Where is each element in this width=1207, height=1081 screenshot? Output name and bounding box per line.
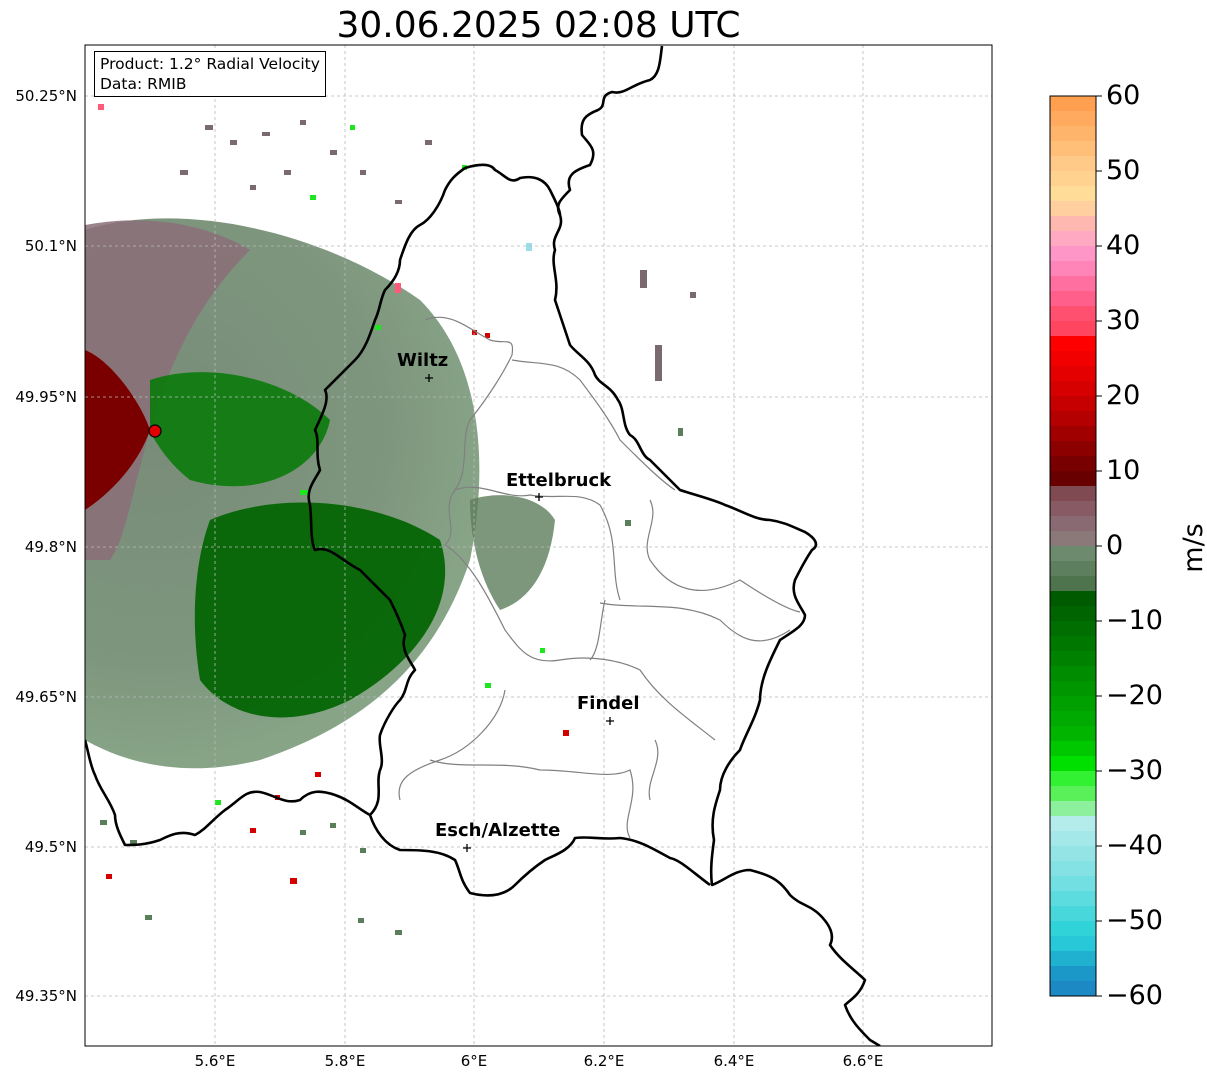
map-title: 30.06.2025 02:08 UTC: [336, 5, 741, 46]
lat-label: 49.65°N: [15, 688, 77, 706]
colorbar-tick-label: −20: [1106, 680, 1163, 711]
colorbar-tick-label: −40: [1106, 830, 1163, 861]
lat-label: 49.5°N: [24, 838, 77, 856]
info-box: Product: 1.2° Radial Velocity Data: RMIB: [94, 51, 326, 97]
graticule: [85, 45, 992, 1046]
colorbar-tick-label: 60: [1106, 80, 1141, 111]
colorbar-tick-label: 40: [1106, 230, 1141, 261]
colorbar: [1049, 95, 1102, 997]
colorbar-tick-label: 10: [1106, 455, 1141, 486]
city-markers: [425, 374, 614, 852]
ettelbruck-marker: [535, 493, 543, 501]
esch-alzette-marker: [463, 844, 471, 852]
city-label-wiltz: Wiltz: [397, 350, 449, 371]
wiltz-marker: [425, 374, 433, 382]
country-border: [85, 45, 881, 1046]
colorbar-tick-label: −30: [1106, 755, 1163, 786]
lon-label: 6.6°E: [842, 1052, 884, 1070]
canton-boundaries: [398, 316, 801, 839]
colorbar-unit-label: m/s: [1178, 523, 1207, 573]
colorbar-tick-label: 0: [1106, 530, 1124, 561]
city-label-ettelbruck: Ettelbruck: [506, 470, 612, 491]
lon-label: 6.2°E: [583, 1052, 625, 1070]
lat-label: 49.8°N: [24, 538, 77, 556]
colorbar-tick-label: −10: [1106, 605, 1163, 636]
lat-label: 50.1°N: [24, 237, 77, 255]
colorbar-tick-label: −50: [1106, 905, 1163, 936]
radar-site-marker: [148, 424, 162, 438]
colorbar-tick-label: 50: [1106, 155, 1141, 186]
colorbar-tick-label: −60: [1106, 980, 1163, 1011]
findel-marker: [606, 717, 614, 725]
product-label: Product: 1.2° Radial Velocity: [100, 55, 320, 73]
city-label-esch-alzette: Esch/Alzette: [435, 820, 561, 841]
lat-label: 49.35°N: [15, 987, 77, 1005]
radar-echo-layer: [85, 104, 696, 935]
map-frame: [84, 44, 993, 1047]
data-source-label: Data: RMIB: [100, 75, 187, 93]
lon-label: 5.8°E: [324, 1052, 366, 1070]
lat-label: 50.25°N: [15, 87, 77, 105]
colorbar-tick-label: 20: [1106, 380, 1141, 411]
colorbar-tick-label: 30: [1106, 305, 1141, 336]
lon-label: 6.4°E: [713, 1052, 755, 1070]
lon-label: 5.6°E: [194, 1052, 236, 1070]
city-label-findel: Findel: [577, 693, 640, 714]
lon-label: 6°E: [460, 1052, 488, 1070]
lat-label: 49.95°N: [15, 388, 77, 406]
